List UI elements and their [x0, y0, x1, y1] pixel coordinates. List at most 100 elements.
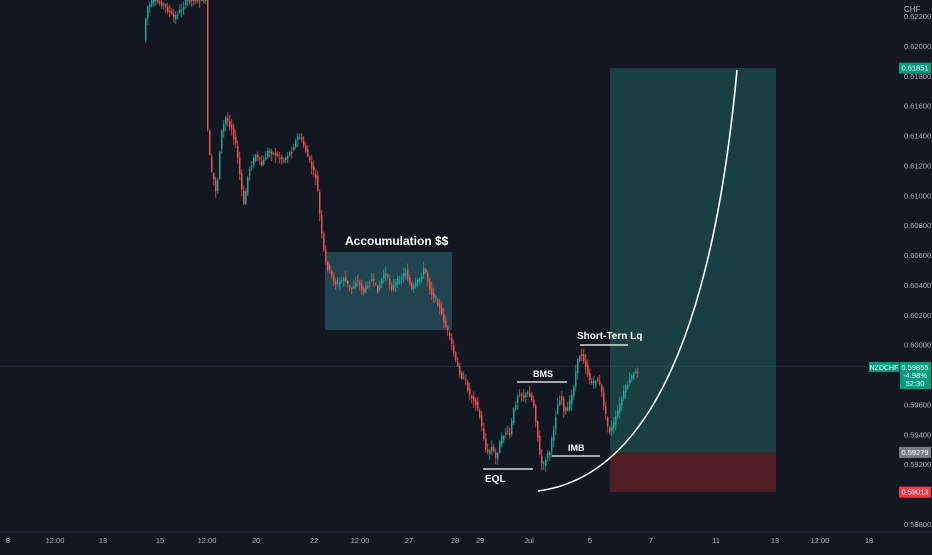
current-price-badge: NZDCHF 0.59855 -4.98% 52:30 [869, 362, 931, 389]
candle-body [403, 273, 405, 277]
candle-body [223, 124, 225, 132]
symbol-label: NZDCHF [870, 365, 899, 372]
price-tick-label: 0.59600 [904, 400, 931, 409]
candle-body [565, 407, 567, 411]
candle-body [343, 278, 345, 281]
candle-body [605, 406, 607, 414]
candle-body [313, 166, 315, 171]
candle-body [411, 283, 413, 289]
time-tick-label: 28 [451, 536, 459, 545]
candle-body [275, 152, 277, 157]
accumulation-box[interactable] [325, 252, 452, 330]
candle-body [515, 405, 517, 410]
entry-price: 0.59279 [901, 448, 928, 457]
candle-body [375, 283, 377, 285]
candle-body [583, 353, 585, 362]
price-tick-label: 0.61200 [904, 161, 931, 170]
candle-body [477, 401, 479, 409]
candle-body [195, 0, 197, 2]
time-axis[interactable]: 8 12:00 13 15 12:00 20 22 12:00 27 28 29 Jul 5 7 11 13 1… [6, 536, 873, 545]
candle-body [479, 410, 481, 418]
price-tick-label: 0.61000 [904, 191, 931, 200]
candle-body [163, 4, 165, 6]
candle-body [541, 455, 543, 464]
candle-body [283, 160, 285, 162]
candle-body [585, 360, 587, 368]
candle-body [201, 0, 203, 1]
candle-body [379, 285, 381, 290]
candle-body [193, 0, 195, 2]
candle-body [445, 320, 447, 327]
candle-body [245, 191, 247, 204]
candle-body [323, 233, 325, 250]
price-axis[interactable]: CHF 0.62200 0.62000 0.61800 0.61600 0.61400 0… [904, 5, 931, 529]
candle-body [589, 372, 591, 381]
candle-body [553, 429, 555, 441]
parabolic-curve[interactable] [537, 69, 738, 492]
candle-body [591, 381, 593, 384]
candle-body [469, 388, 471, 395]
price-tick-label: 0.60000 [904, 341, 931, 350]
candle-body [521, 393, 523, 396]
candle-body [437, 300, 439, 306]
candle-body [603, 392, 605, 407]
candle-body [217, 180, 219, 191]
candle-body [413, 285, 415, 289]
candle-body [475, 399, 477, 406]
candle-body [535, 405, 537, 423]
candle-body [251, 165, 253, 168]
time-tick-label: 12:00 [198, 536, 217, 545]
candle-body [209, 131, 211, 155]
candle-body [215, 179, 217, 192]
candle-body [551, 438, 553, 452]
candle-body [205, 0, 207, 1]
candle-body [225, 117, 227, 125]
candle-body [237, 146, 239, 158]
candle-body [285, 157, 287, 161]
time-tick-label: 12:00 [46, 536, 65, 545]
time-tick-label: 13 [771, 536, 779, 545]
price-tick-label: 0.60400 [904, 281, 931, 290]
candle-body [451, 337, 453, 345]
current-change: -4.98% [903, 371, 927, 380]
candle-body [463, 377, 465, 379]
candle-body [359, 283, 361, 285]
candle-body [491, 446, 493, 452]
candle-body [435, 296, 437, 298]
candle-body [499, 441, 501, 453]
candle-body [297, 136, 299, 140]
candle-body [443, 313, 445, 323]
stop-badge: 0.59013 [899, 486, 931, 498]
candle-body [273, 153, 275, 155]
candle-body [347, 281, 349, 284]
candle-body [189, 0, 191, 3]
profit-zone[interactable] [610, 68, 776, 453]
time-tick-label: 12:00 [351, 536, 370, 545]
candle-body [465, 378, 467, 381]
candle-body [473, 396, 475, 402]
time-tick-label: 13 [99, 536, 107, 545]
candle-body [481, 415, 483, 426]
candle-body [255, 155, 257, 161]
loss-zone[interactable] [610, 452, 776, 493]
price-tick-label: 0.59200 [904, 460, 931, 469]
imb-label: IMB [568, 443, 585, 453]
candle-body [339, 281, 341, 285]
candle-body [181, 9, 183, 11]
candle-body [399, 281, 401, 283]
candle-body [527, 392, 529, 395]
candle-body [213, 173, 215, 180]
candle-body [629, 378, 631, 384]
candle-body [389, 278, 391, 285]
candle-body [623, 391, 625, 400]
candle-body [615, 416, 617, 425]
target-badge: 0.61851 [899, 62, 931, 74]
candle-body [305, 146, 307, 152]
candle-body [505, 432, 507, 435]
accumulation-label: Accoumulation $$ [345, 234, 449, 248]
time-tick-label: 11 [712, 536, 720, 545]
candle-body [433, 292, 435, 298]
